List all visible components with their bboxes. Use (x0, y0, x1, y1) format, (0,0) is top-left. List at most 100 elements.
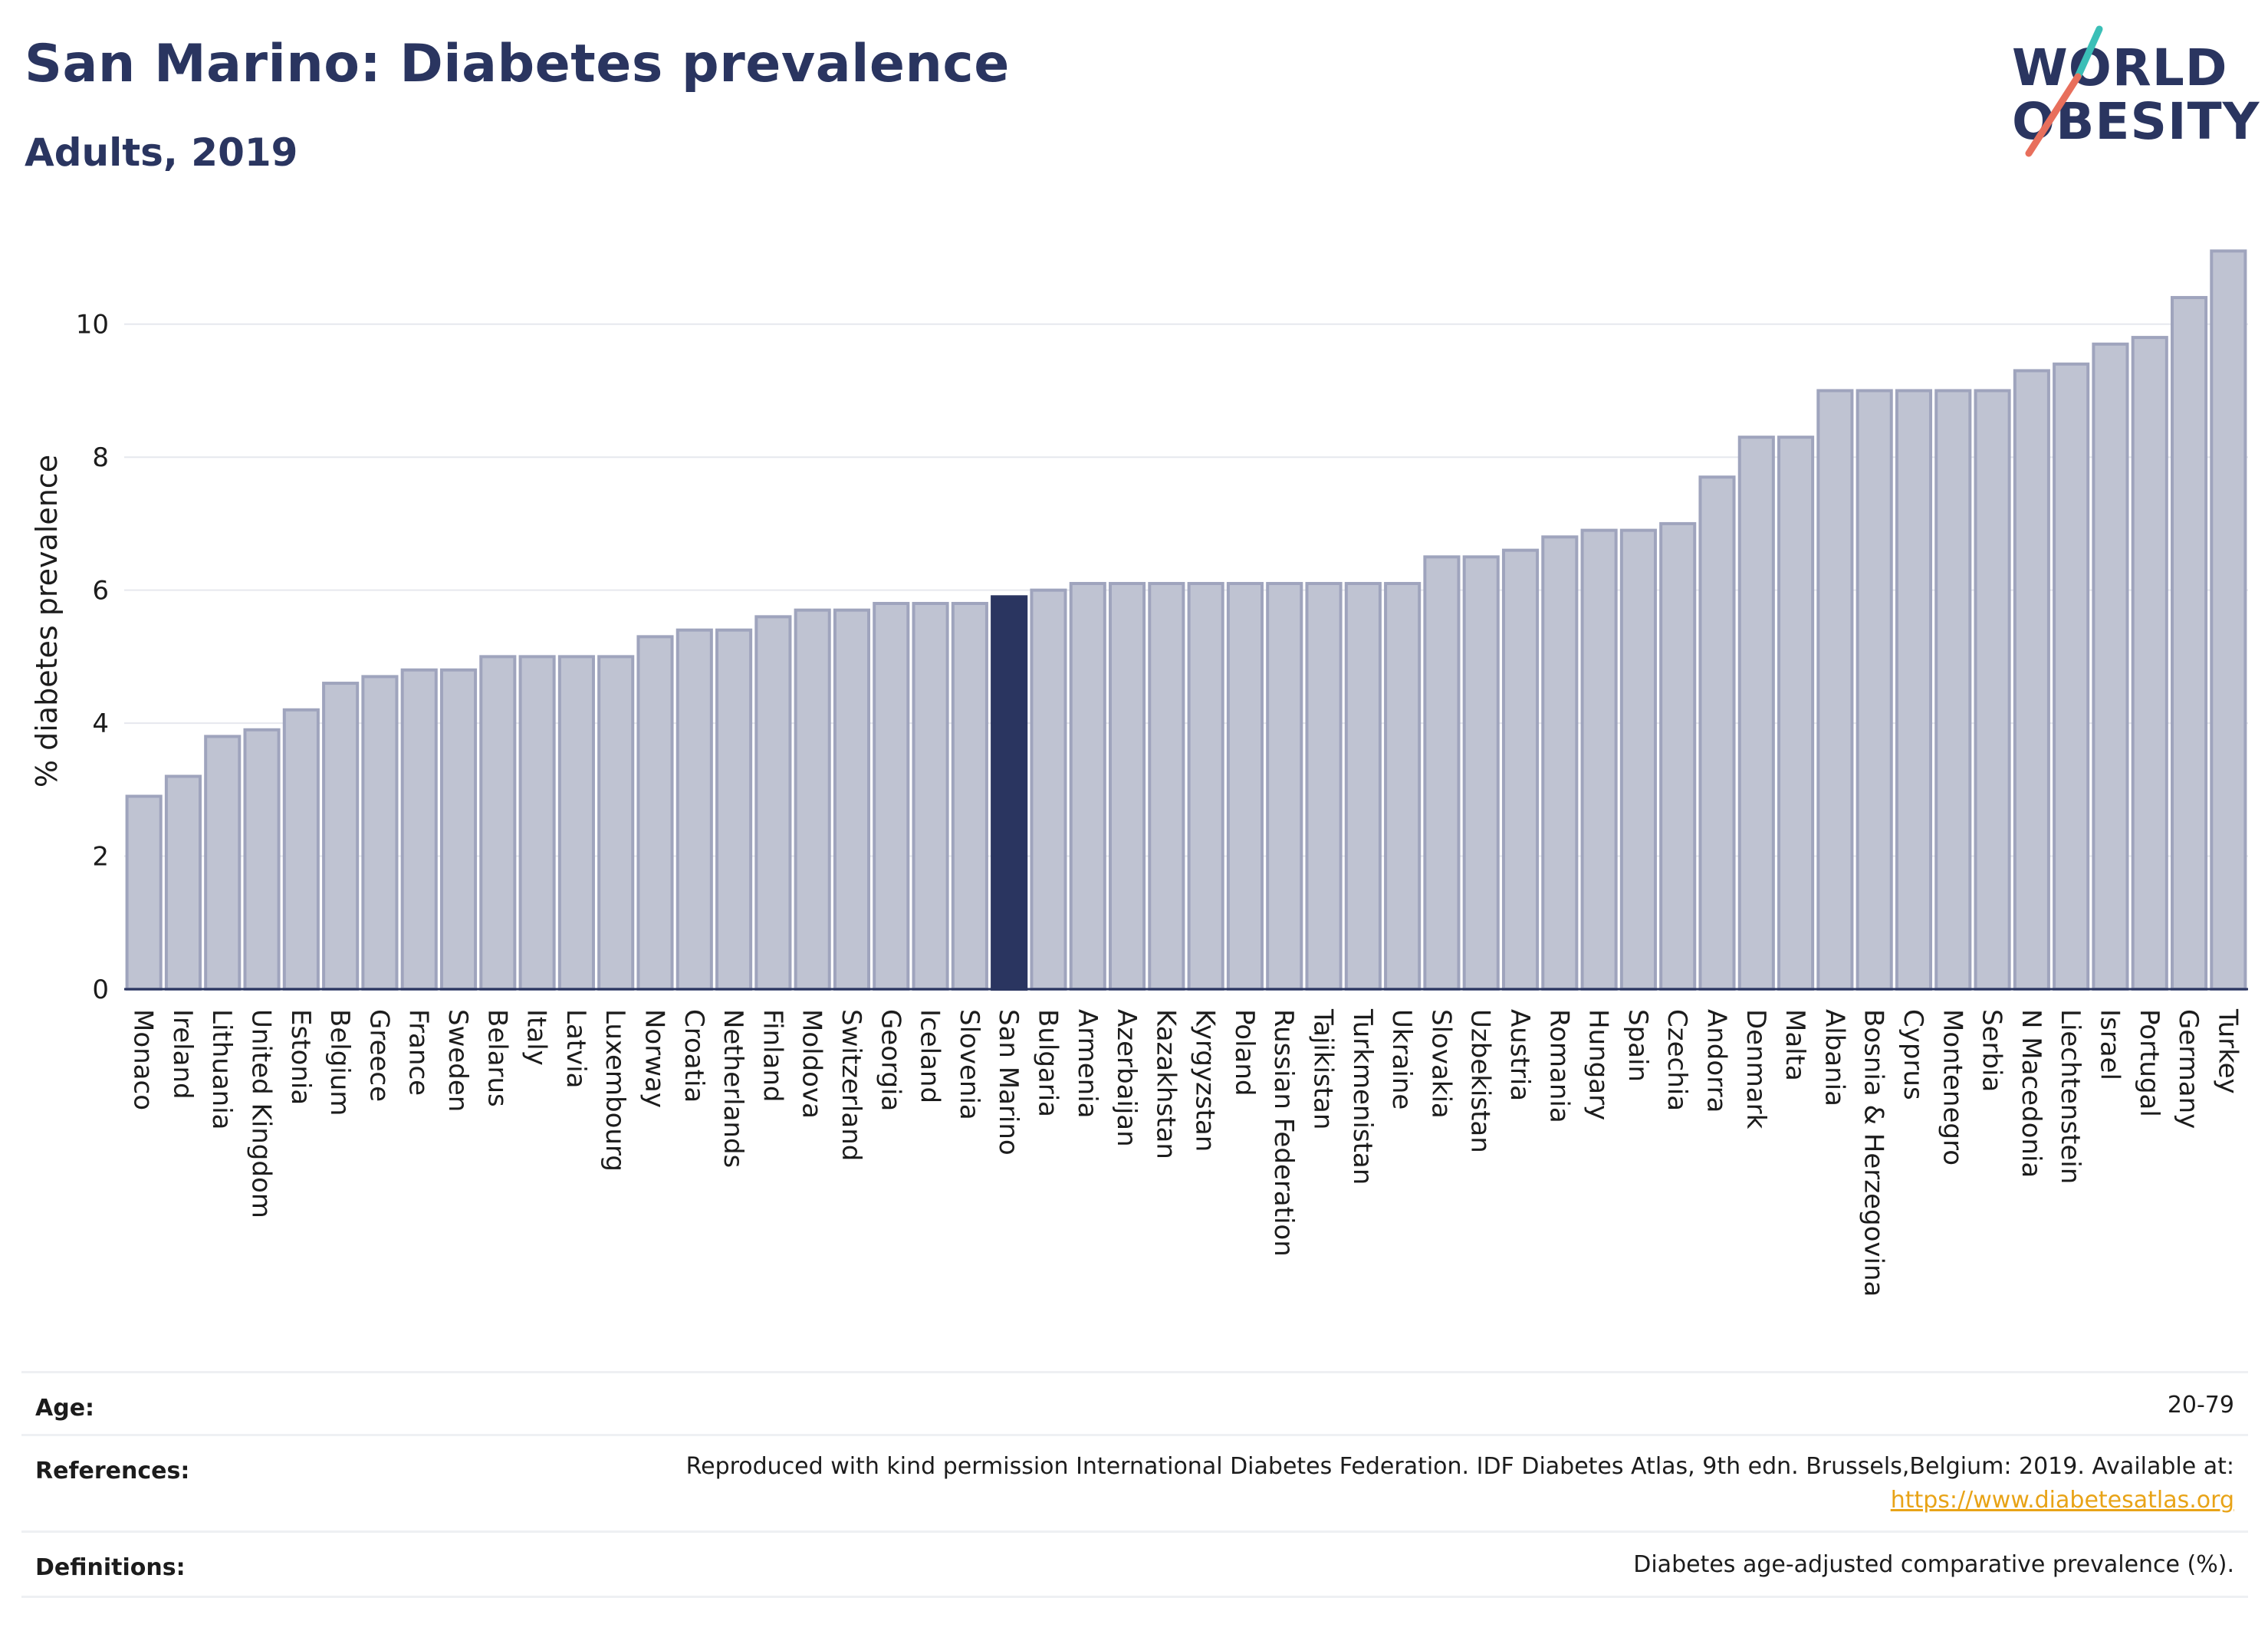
y-tick-label: 2 (92, 842, 109, 873)
x-tick-label: Montenegro (1937, 1009, 1967, 1165)
x-tick-label: Luxembourg (600, 1009, 630, 1172)
bar-slovakia (1423, 555, 1461, 991)
x-tick-label: Denmark (1740, 1009, 1771, 1129)
references-link[interactable]: https://www.diabetesatlas.org (1890, 1487, 2234, 1514)
bar-montenegro (1934, 389, 1972, 991)
x-tick-label: France (403, 1009, 434, 1096)
x-tick-label: Moldova (797, 1009, 827, 1119)
x-tick-label: Finland (757, 1009, 787, 1103)
x-tick-label: Sweden (442, 1009, 473, 1112)
x-tick-label: Switzerland (836, 1009, 866, 1161)
y-tick-label: 6 (92, 576, 109, 607)
bar-kazakhstan (1148, 581, 1185, 991)
definitions-label: Definitions: (35, 1554, 186, 1581)
x-tick-label: Belarus (482, 1009, 512, 1107)
bar-denmark (1737, 436, 1775, 991)
bar-hungary (1580, 528, 1618, 991)
y-tick-label: 10 (76, 310, 109, 340)
y-tick-label: 4 (92, 709, 109, 739)
page-subtitle: Adults, 2019 (25, 130, 298, 175)
bar-belgium (322, 682, 360, 991)
references-label: References: (35, 1458, 190, 1484)
bar-kyrgyzstan (1187, 581, 1224, 991)
x-tick-label: Hungary (1583, 1009, 1614, 1120)
x-tick-label: Azerbaijan (1111, 1009, 1142, 1147)
bar-latvia (557, 655, 595, 991)
bar-portugal (2131, 336, 2168, 991)
x-tick-label: Slovakia (1425, 1009, 1456, 1119)
x-tick-label: Germany (2173, 1009, 2204, 1129)
x-tick-label: Romania (1543, 1009, 1574, 1123)
bar-chart: 0 2 4 6 8 10 % diabetes prevalence Monaco Irelan… (30, 249, 2248, 1297)
x-tick-label: Albania (1819, 1009, 1849, 1106)
x-tick-label: Uzbekistan (1465, 1009, 1496, 1153)
x-tick-label: Poland (1229, 1009, 1260, 1096)
bar-switzerland (833, 608, 871, 991)
bar-ukraine (1384, 581, 1422, 991)
bar-turkmenistan (1344, 581, 1382, 991)
x-tick-label: Georgia (875, 1009, 906, 1111)
x-tick-label: Kyrgyzstan (1190, 1009, 1221, 1152)
x-tick-label: Lithuania (206, 1009, 237, 1129)
bar-germany (2170, 296, 2208, 991)
info-row-age: Age: 20-79 (21, 1371, 2248, 1436)
x-tick-label: Monaco (128, 1009, 159, 1110)
bar-lithuania (204, 735, 242, 991)
bar-uzbekistan (1462, 555, 1500, 991)
logo-line-1: WORLD (2012, 38, 2228, 97)
info-row-definitions: Definitions: Diabetes age-adjusted compa… (21, 1530, 2248, 1598)
x-tick-label: Estonia (285, 1009, 316, 1105)
bar-armenia (1069, 581, 1106, 991)
x-tick-label: Bosnia & Herzegovina (1859, 1009, 1889, 1297)
y-tick-label: 0 (92, 975, 109, 1005)
bar-bosnia-herzegovina (1855, 389, 1893, 991)
x-tick-label: Andorra (1701, 1009, 1732, 1113)
bar-n-macedonia (2013, 369, 2050, 991)
age-value: 20-79 (2167, 1392, 2234, 1419)
references-text: Reproduced with kind permission Internat… (685, 1453, 2234, 1480)
x-tick-label: Israel (2094, 1009, 2125, 1080)
x-tick-label: Iceland (915, 1009, 945, 1103)
x-tick-label: Italy (521, 1009, 552, 1066)
x-tick-label: Portugal (2134, 1009, 2164, 1117)
x-tick-label: Tajikistan (1308, 1008, 1339, 1129)
bar-poland (1226, 581, 1264, 991)
x-tick-label: Turkmenistan (1347, 1008, 1378, 1185)
bar-croatia (675, 628, 713, 991)
bar-malta (1777, 436, 1815, 991)
bar-azerbaijan (1108, 581, 1146, 991)
x-tick-label: Greece (363, 1009, 394, 1102)
x-tick-label: Russian Federation (1268, 1009, 1299, 1257)
bar-israel (2092, 342, 2129, 991)
bar-ireland (164, 774, 202, 991)
bar-united-kingdom (243, 728, 281, 991)
world-obesity-logo: WORLD OBESITY (2001, 23, 2259, 161)
x-tick-label: N Macedonia (2016, 1009, 2046, 1178)
y-axis-label: % diabetes prevalence (30, 455, 64, 787)
bar-albania (1816, 389, 1854, 991)
logo-slash-icon (2025, 25, 2103, 157)
bar-bulgaria (1030, 588, 1067, 991)
bar-turkey (2210, 249, 2247, 991)
bar-sweden (439, 668, 478, 991)
x-tick-label: United Kingdom (246, 1009, 277, 1218)
bar-greece (361, 675, 399, 991)
x-tick-label: Cyprus (1898, 1009, 1928, 1100)
bar-austria (1501, 548, 1540, 991)
bar-monaco (125, 794, 163, 991)
bar-czechia (1659, 521, 1697, 991)
bar-moldova (794, 608, 831, 991)
bar-tajikistan (1305, 581, 1343, 991)
bar-italy (518, 655, 556, 991)
x-tick-label: Turkey (2212, 1008, 2243, 1094)
x-tick-label: Slovenia (954, 1009, 984, 1120)
bar-slovenia (951, 601, 988, 991)
x-tick-label: Netherlands (718, 1009, 748, 1168)
bar-spain (1619, 528, 1657, 991)
y-tick-label: 8 (92, 442, 109, 473)
bar-georgia (873, 601, 910, 991)
bar-france (400, 668, 438, 991)
bar-belarus (479, 655, 517, 991)
x-tick-label: Spain (1622, 1009, 1653, 1082)
bar-liechtenstein (2053, 362, 2090, 991)
